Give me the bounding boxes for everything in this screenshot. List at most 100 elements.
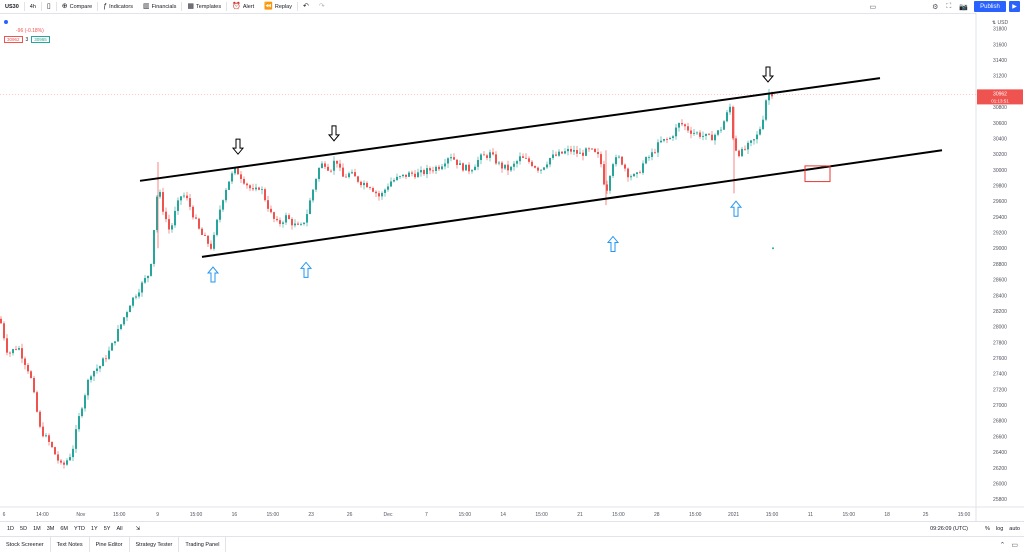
candle-body [51,441,53,448]
candle-body [723,121,725,130]
camera-icon[interactable]: 📷 [959,3,968,11]
y-tick-label: 25800 [993,497,1007,503]
candle-body [345,176,347,178]
log-toggle[interactable]: log [995,526,1004,532]
up-arrow-marker[interactable] [299,261,313,278]
candle-body [384,189,386,193]
range-ytd[interactable]: YTD [73,526,85,532]
candle-body [264,189,266,201]
compare-button[interactable]: ⊕ Compare [57,0,98,13]
candle-body [531,161,533,167]
candle-body [477,159,479,167]
y-tick-label: 28200 [993,309,1007,315]
candle-body [195,217,197,219]
trendline[interactable] [201,149,943,258]
symbol-search[interactable]: US30 [0,0,24,13]
trendline[interactable] [139,77,881,182]
range-1y[interactable]: 1Y [90,526,98,532]
ask-price[interactable]: 30965 [31,36,50,43]
range-1m[interactable]: 1M [33,526,41,532]
candle-body [24,358,26,365]
panel-tab-stock-screener[interactable]: Stock Screener [0,537,51,552]
candle-body [267,200,269,209]
candle-body [705,133,707,136]
candle-body [372,188,374,192]
fullscreen-icon[interactable]: ⛶ [946,2,952,10]
templates-button[interactable]: ▦ Templates [182,0,226,13]
range-1d[interactable]: 1D [7,526,15,532]
candle-body [120,324,122,330]
down-arrow-marker[interactable] [231,138,245,155]
candle-body [255,187,257,190]
candle-body [435,166,437,171]
date-range-icon[interactable]: ⇲ [135,526,141,532]
redo-button[interactable]: ↷ [314,0,330,13]
range-6m[interactable]: 6M [60,526,68,532]
down-arrow-marker[interactable] [327,125,341,142]
up-arrow-marker[interactable] [606,235,620,252]
play-button[interactable]: ▶ [1009,1,1020,12]
candle-body [624,164,626,169]
auto-toggle[interactable]: auto [1009,526,1020,532]
candle-body [84,395,86,409]
candle-body [198,218,200,229]
candle-body [552,154,554,158]
candle-body [183,195,185,197]
last-price-tag[interactable] [977,89,1023,105]
highlight-box[interactable] [804,165,831,183]
layout-icon[interactable]: ▭ [869,3,877,11]
up-arrow-marker[interactable] [729,200,743,217]
range-3m[interactable]: 3M [46,526,55,532]
maximize-icon[interactable]: ▭ [1011,541,1018,549]
bid-price[interactable]: 30962 [4,36,23,43]
candle-body [141,282,143,293]
replay-button[interactable]: ⏪ Replay [259,0,297,13]
candle-body [570,148,572,152]
undo-button[interactable]: ↶ [298,0,314,13]
candle-body [57,454,59,461]
candle-body [165,211,167,220]
financials-button[interactable]: ▥ Financials [138,0,181,13]
last-price-label: 30962 [993,91,1007,97]
candle-body [432,170,434,172]
candle-body [393,180,395,182]
candle-body [528,158,530,162]
panel-tab-pine-editor[interactable]: Pine Editor [90,537,130,552]
compare-label: Compare [69,3,93,10]
indicators-button[interactable]: ƒ Indicators [98,0,138,13]
alert-button[interactable]: ⏰ Alert [227,0,259,13]
range-all[interactable]: All [116,526,123,532]
candle-body [426,168,428,175]
candle-body [252,188,254,190]
function-icon: ƒ [103,3,108,10]
candle-body [387,186,389,190]
candle-body [282,222,284,224]
range-5d[interactable]: 5D [20,526,28,532]
price-chart[interactable]: ⇅ USD 25800 26000 26200 26400 26600 26800 27000… [0,13,1024,521]
publish-button[interactable]: Publish [974,1,1006,12]
panel-tab-strategy-tester[interactable]: Strategy Tester [130,537,180,552]
x-tick-label: 23 [308,512,314,518]
currency-label: ⇅ USD [992,20,1009,26]
gear-icon[interactable]: ⚙ [932,3,939,11]
candle-body [81,408,83,417]
chart-type-button[interactable]: ▯ [42,0,56,13]
candle-body [72,448,74,458]
down-arrow-marker[interactable] [761,66,775,83]
candle-body [402,174,404,177]
candle-body [474,166,476,171]
collapse-icon[interactable]: ⌃ [999,541,1006,549]
range-5y[interactable]: 5Y [103,526,111,532]
candle-body [525,157,527,159]
percent-toggle[interactable]: % [985,526,990,532]
candle-body [510,166,512,171]
panel-tab-text-notes[interactable]: Text Notes [51,537,90,552]
candle-body [645,157,647,164]
candle-body [639,172,641,174]
up-arrow-marker[interactable] [206,266,220,283]
panel-tab-trading-panel[interactable]: Trading Panel [179,537,227,552]
utc-clock[interactable]: 09:26:09 (UTC) [930,526,968,532]
candle-body [609,175,611,191]
x-tick-label: 28 [654,512,660,518]
interval-button[interactable]: 4h [25,0,41,13]
